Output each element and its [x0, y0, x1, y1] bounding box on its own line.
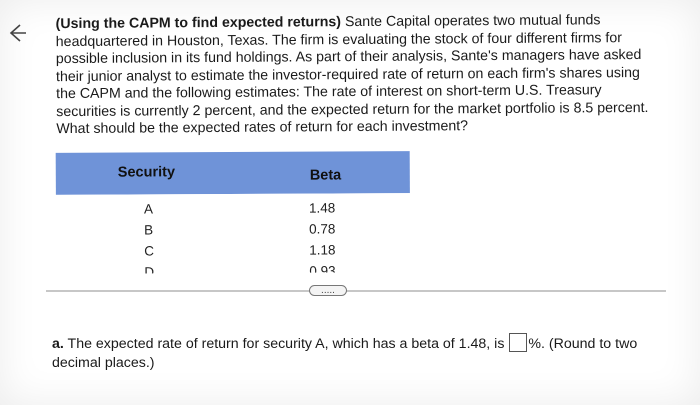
table-row: B	[144, 222, 154, 238]
problem-statement: (Using the CAPM to find expected returns…	[56, 12, 657, 139]
section-divider	[46, 290, 666, 292]
answer-input[interactable]	[509, 333, 528, 352]
beta-column: 1.48 0.78 1.18 0.93	[309, 197, 336, 272]
table-body: A B C D 1.48 0.78 1.18 0.93	[55, 193, 411, 275]
security-beta-table: Security Beta A B C D 1.48 0.78 1.18 0.9…	[55, 151, 411, 277]
table-row: 1.48	[308, 200, 336, 216]
expand-more-button[interactable]: .....	[309, 285, 347, 296]
table-header: Security Beta	[55, 151, 410, 195]
header-security: Security	[117, 164, 176, 181]
table-row: 0.78	[309, 221, 336, 237]
problem-title: (Using the CAPM to find expected returns…	[55, 14, 342, 33]
question-a: a. The expected rate of return for secur…	[52, 333, 652, 373]
back-arrow-icon[interactable]	[6, 22, 28, 44]
header-beta: Beta	[309, 167, 342, 184]
table-row: 1.18	[309, 242, 336, 258]
table-row: C	[144, 243, 154, 259]
table-row: A	[143, 201, 154, 217]
table-row: D	[144, 264, 155, 274]
question-part-label: a.	[52, 336, 64, 352]
question-text-after: %. (Round to two decimal places.)	[52, 336, 638, 371]
question-text-before: The expected rate of return for security…	[67, 336, 505, 352]
security-column: A B C D	[144, 198, 154, 273]
table-row: 0.93	[309, 263, 336, 273]
